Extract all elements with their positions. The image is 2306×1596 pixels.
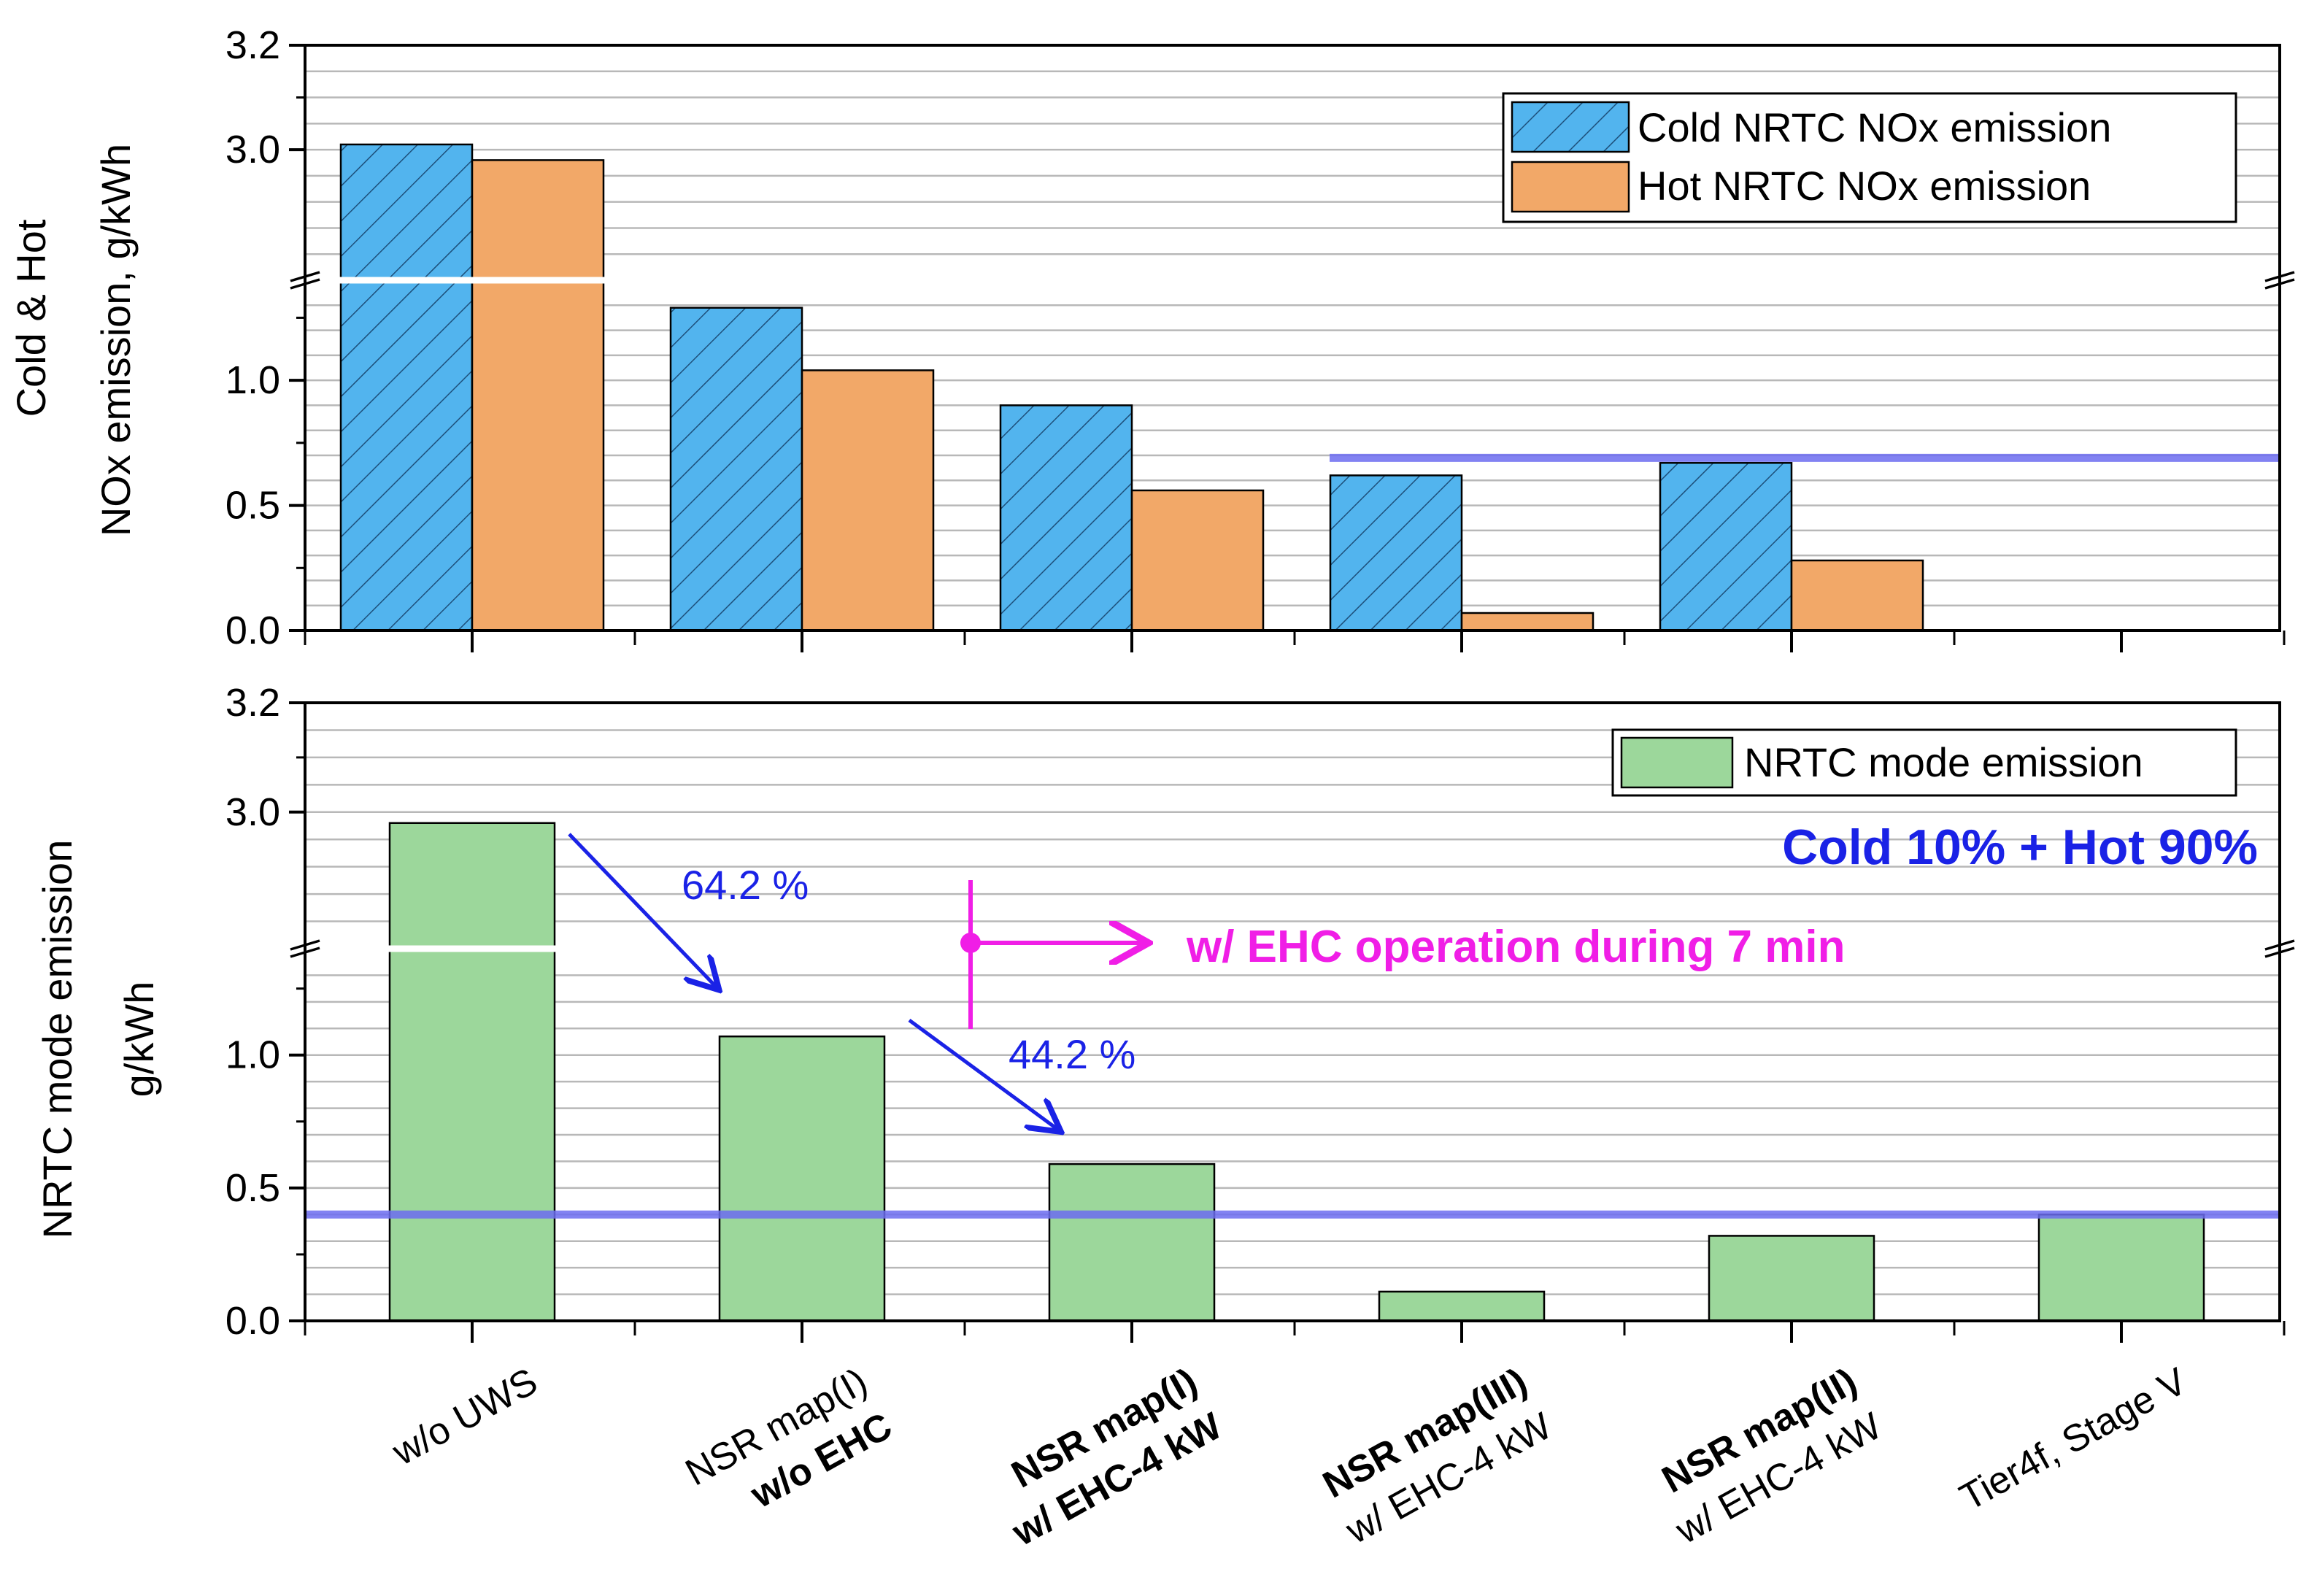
legend-swatch-mode [1620,736,1734,789]
bar-cold-nrtc-nox-emission-2 [999,404,1133,632]
top-panel: 0.0 0.5 1.0 3.0 3.2 Cold & Hot NOx emission,… [8,23,2295,652]
x-label-0: w/o UWS [385,1360,545,1474]
bottom-gridlines [305,729,2280,1295]
legend-label-mode: NRTC mode emission [1744,739,2143,785]
bar-cold-nrtc-nox-emission-0 [339,143,474,632]
bottom-axis-break [290,939,2295,958]
x-label-5: Tier4f, Stage V [1953,1360,2194,1519]
y-tick-label: 1.0 [225,1033,280,1077]
x-axis-category-labels: w/o UWS NSR map(I)w/o EHC NSR map(I)w/ EHC… [385,1360,2194,1555]
bar-hot-nrtc-nox-emission-1 [801,369,935,632]
bottom-panel: 0.0 0.5 1.0 3.0 3.2 NRTC mode emission g/kWh… [34,681,2295,1343]
top-y-axis-label-line2: NOx emission, g/kWh [93,144,139,536]
y-tick-label: 3.2 [225,23,280,67]
x-label-line1: Tier4f, Stage V [1953,1360,2194,1519]
reduction-arrow-2 [908,1018,1058,1130]
reduction-label-2: 44.2 % [1009,1031,1135,1077]
y-tick-label: 0.0 [225,609,280,652]
x-label-line1: w/o UWS [385,1360,545,1474]
reduction-label-1: 64.2 % [682,862,809,908]
top-y-ticks: 0.0 0.5 1.0 3.0 3.2 [225,23,305,652]
legend-label-hot: Hot NRTC NOx emission [1638,163,2091,209]
bottom-y-axis-label-line2: g/kWh [116,982,162,1098]
reduction-arrow-1 [568,833,717,987]
y-tick-label: 0.5 [225,1166,280,1210]
bottom-x-ticks [304,1321,2286,1343]
x-label-2: NSR map(I)w/ EHC-4 kW [1005,1360,1230,1555]
bar-hot-nrtc-nox-emission-3 [1460,612,1594,632]
y-tick-label: 0.0 [225,1299,280,1343]
top-plot-frame [304,44,2281,632]
legend-swatch-cold [1511,101,1630,153]
bottom-legend: NRTC mode emission [1611,728,2237,797]
bottom-y-axis-label-line1: NRTC mode emission [34,840,80,1239]
bottom-y-ticks: 0.0 0.5 1.0 3.0 3.2 [225,681,305,1343]
reduction-annotations: 64.2 % 44.2 % w/ EHC operation during 7 … [568,833,1845,1130]
bar-cold-nrtc-nox-emission-4 [1659,462,1793,632]
x-label-1: NSR map(I)w/o EHC [679,1360,899,1517]
bar-nrtc-mode-emission-3 [1378,1290,1546,1322]
bar-hot-nrtc-nox-emission-2 [1130,489,1265,632]
ehc-note: w/ EHC operation during 7 min [1186,922,1845,972]
mix-note: Cold 10% + Hot 90% [1782,820,2258,875]
x-label-3: NSR map(III)w/ EHC-4 kW [1316,1360,1559,1553]
bottom-bars [388,822,2205,1322]
bar-cold-nrtc-nox-emission-3 [1329,474,1463,632]
y-tick-label: 1.0 [225,358,280,402]
top-x-ticks [304,631,2286,652]
y-tick-label: 0.5 [225,484,280,528]
top-y-axis-label-line1: Cold & Hot [8,219,54,417]
bottom-plot-frame [304,701,2281,1322]
legend-swatch-hot [1511,161,1630,213]
bar-hot-nrtc-nox-emission-4 [1790,559,1924,632]
bar-nrtc-mode-emission-1 [718,1035,886,1322]
bar-nrtc-mode-emission-0 [388,822,556,1322]
bar-nrtc-mode-emission-4 [1708,1235,1875,1322]
y-tick-label: 3.0 [225,128,280,171]
bar-cold-nrtc-nox-emission-1 [669,307,803,632]
bar-hot-nrtc-nox-emission-0 [471,159,605,632]
x-label-4: NSR map(II)w/ EHC-4 kW [1655,1360,1889,1553]
y-tick-label: 3.0 [225,790,280,834]
top-legend: Cold NRTC NOx emission Hot NRTC NOx emis… [1502,92,2237,223]
bar-nrtc-mode-emission-2 [1048,1163,1216,1322]
top-gridlines [305,70,2280,606]
bar-nrtc-mode-emission-5 [2037,1214,2205,1322]
top-bars [339,143,1924,632]
y-tick-label: 3.2 [225,681,280,725]
legend-label-cold: Cold NRTC NOx emission [1638,104,2111,150]
